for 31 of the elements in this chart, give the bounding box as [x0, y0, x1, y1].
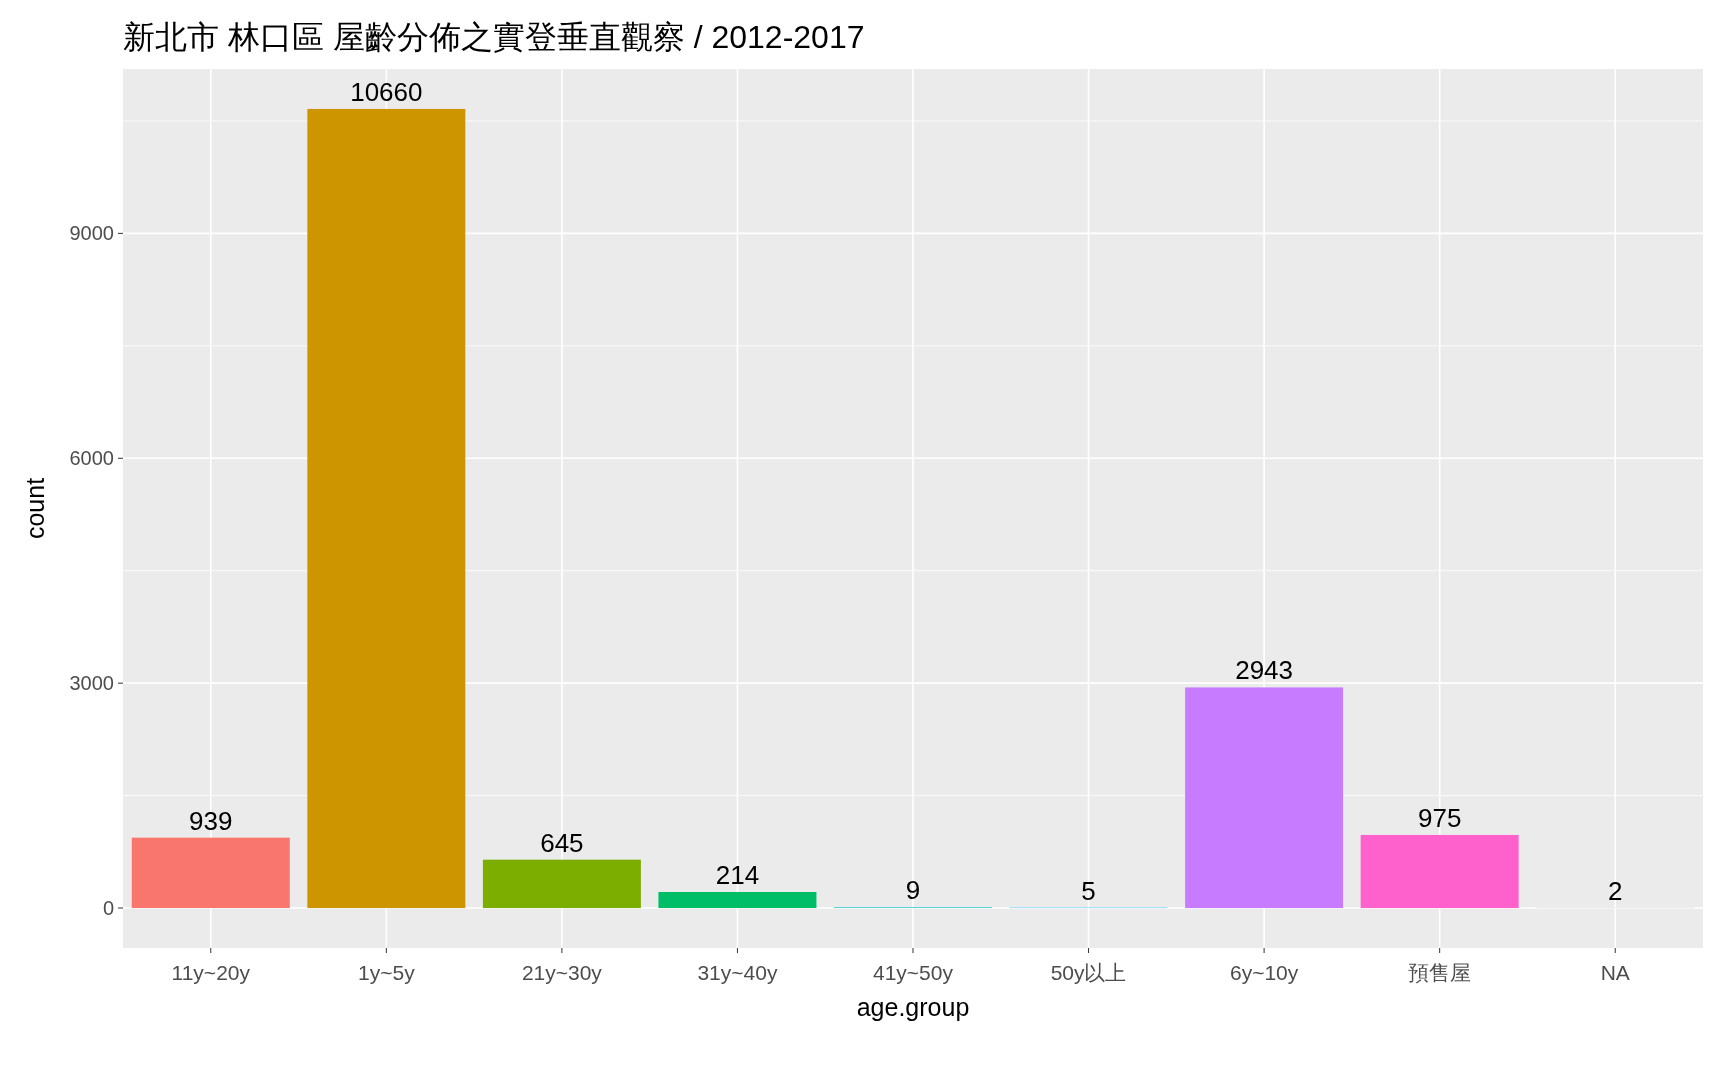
- bar: [658, 892, 817, 909]
- data-label: 975: [1417, 802, 1462, 833]
- chart-title: 新北市 林口區 屋齡分佈之實登垂直觀察 / 2012-2017: [123, 19, 865, 55]
- bar: [131, 837, 290, 909]
- x-tick-label: 41y~50y: [873, 961, 954, 984]
- x-axis-title: age.group: [856, 993, 970, 1021]
- x-tick-label: 1y~5y: [358, 961, 416, 984]
- data-label: 939: [189, 805, 233, 836]
- y-tick-label: 3000: [69, 672, 114, 695]
- x-tick-label: NA: [1600, 961, 1630, 984]
- y-tick-label: 0: [102, 897, 114, 920]
- data-label: 214: [715, 860, 760, 890]
- data-label: 5: [1081, 875, 1096, 906]
- x-tick-label: 6y~10y: [1229, 961, 1299, 984]
- y-axis-title: count: [21, 477, 49, 540]
- bar: [307, 108, 466, 909]
- bar: [1185, 687, 1344, 909]
- data-label: 9: [905, 875, 921, 906]
- bar: [1360, 834, 1519, 909]
- x-tick-label: 31y~40y: [697, 961, 778, 984]
- data-label: 2943: [1235, 655, 1294, 686]
- data-label: 645: [540, 827, 584, 858]
- x-tick-label: 21y~30y: [521, 961, 603, 984]
- x-tick-label: 50y以上: [1050, 961, 1127, 984]
- x-tick-label: 預售屋: [1408, 961, 1472, 984]
- data-label: 2: [1607, 875, 1623, 906]
- y-tick-label: 9000: [69, 222, 114, 245]
- y-tick-label: 6000: [69, 447, 114, 470]
- data-label: 10660: [350, 76, 423, 107]
- x-tick-label: 11y~20y: [171, 961, 251, 984]
- bar: [482, 859, 641, 909]
